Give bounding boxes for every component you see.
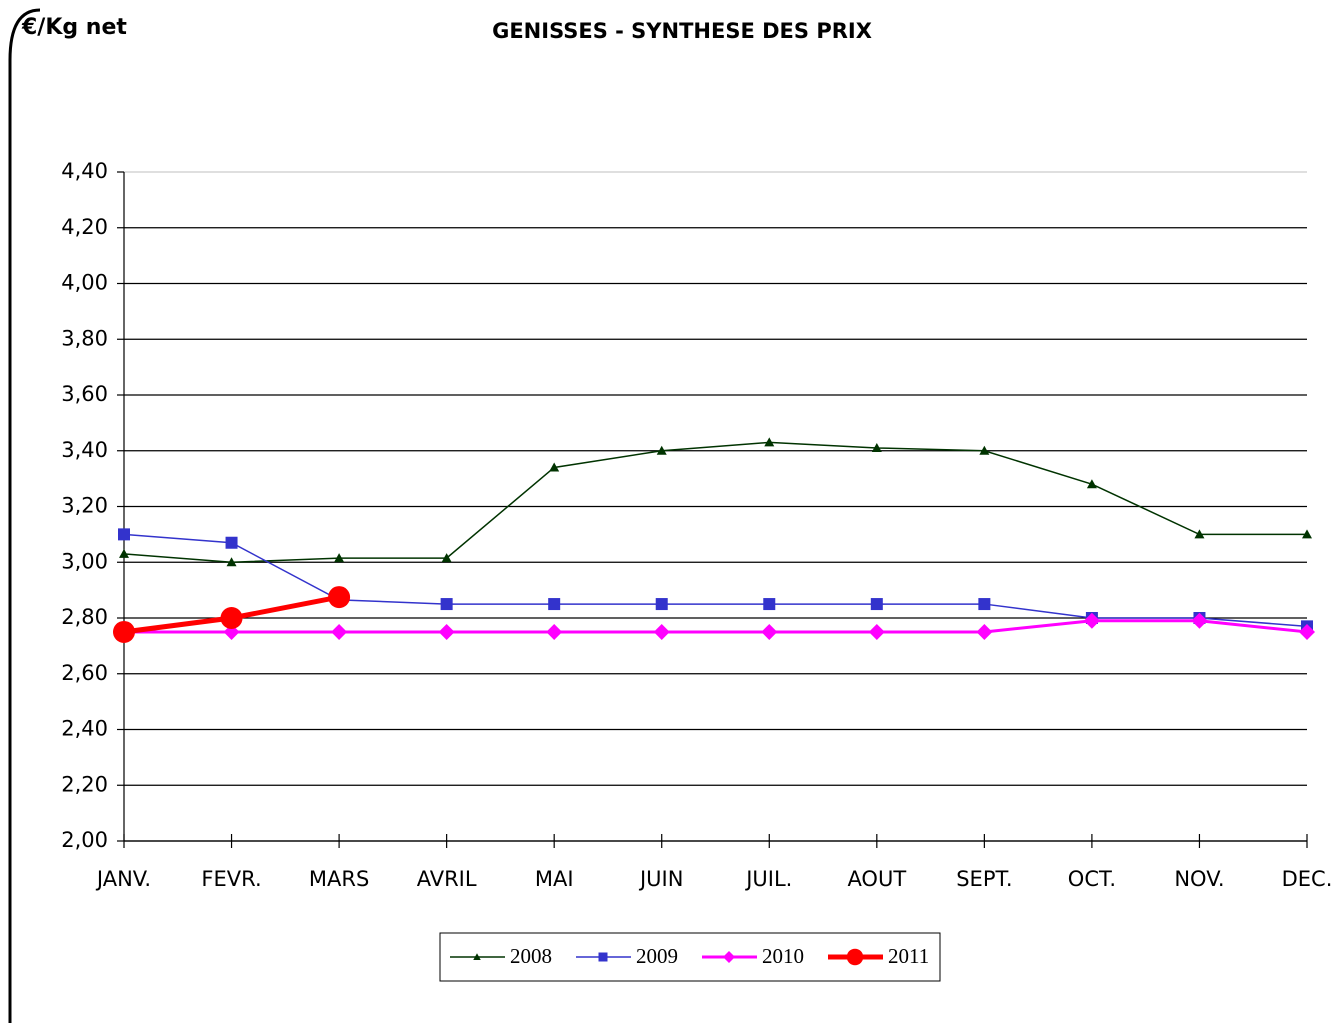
y-axis-label: €/Kg net: [21, 15, 127, 40]
data-point: [113, 620, 135, 643]
frame: [8, 8, 41, 1023]
data-point: [548, 598, 561, 611]
data-point: [118, 528, 130, 541]
data-point: [871, 442, 882, 452]
data-point: [549, 462, 560, 472]
data-point: [334, 553, 345, 563]
series-line: [123, 533, 1308, 628]
data-point: [438, 623, 455, 640]
y-tick-label: 3,00: [61, 549, 108, 573]
data-point: [979, 445, 990, 455]
legend-marker: [723, 951, 735, 963]
data-point: [331, 623, 348, 640]
y-tick-label: 3,80: [61, 326, 108, 350]
data-point: [764, 437, 775, 447]
data-point: [976, 623, 993, 640]
y-tick-label: 2,60: [61, 661, 108, 685]
y-tick-label: 4,00: [61, 271, 108, 295]
y-tick-label: 4,40: [61, 159, 108, 183]
data-point: [868, 623, 885, 640]
y-tick-label: 2,40: [61, 717, 108, 741]
data-point: [763, 598, 776, 611]
x-tick-label: NOV.: [1174, 867, 1224, 891]
data-point: [546, 623, 563, 640]
series-line: [124, 619, 1308, 634]
data-point: [870, 598, 883, 611]
x-tick-label: JANV.: [95, 867, 151, 891]
data-point: [653, 623, 670, 640]
legend-marker: [846, 948, 864, 966]
x-tick-label: AVRIL: [417, 867, 477, 891]
data-point: [440, 598, 453, 611]
legend-label: 2011: [888, 944, 929, 968]
legend-label: 2010: [762, 944, 804, 968]
data-point: [655, 598, 668, 611]
data-point: [978, 598, 991, 611]
y-tick-label: 3,20: [61, 494, 108, 518]
data-point: [328, 586, 351, 609]
data-point: [761, 623, 778, 640]
data-point: [119, 548, 129, 558]
data-point: [225, 536, 238, 549]
data-point: [441, 553, 452, 563]
data-point: [226, 557, 237, 567]
data-point: [220, 607, 243, 629]
x-tick-label: SEPT.: [956, 867, 1012, 891]
x-tick-label: JUIL.: [744, 867, 792, 891]
y-tick-label: 2,00: [61, 828, 108, 852]
data-point: [1083, 612, 1100, 629]
chart-title: GENISSES - SYNTHESE DES PRIX: [492, 19, 872, 43]
y-tick-label: 3,40: [61, 438, 108, 462]
data-point: [1086, 479, 1097, 489]
legend-marker: [473, 953, 481, 960]
series-line: [123, 441, 1307, 564]
data-point: [1194, 529, 1205, 539]
data-point: [1302, 529, 1312, 539]
x-tick-label: DEC.: [1282, 867, 1333, 891]
x-tick-label: MARS: [309, 867, 369, 891]
y-tick-label: 2,80: [61, 605, 108, 629]
x-tick-label: FEVR.: [201, 867, 261, 891]
legend-marker: [598, 952, 608, 962]
y-tick-label: 3,60: [61, 382, 108, 406]
data-point: [656, 445, 667, 455]
y-tick-label: 4,20: [61, 215, 108, 239]
x-tick-label: JUIN: [638, 867, 683, 891]
legend-label: 2009: [636, 944, 678, 968]
data-point: [1191, 612, 1208, 629]
y-tick-label: 2,20: [61, 772, 108, 796]
x-tick-label: AOUT: [847, 867, 906, 891]
legend-label: 2008: [510, 944, 552, 968]
data-point: [1299, 623, 1315, 640]
x-tick-label: OCT.: [1068, 867, 1116, 891]
x-tick-label: MAI: [535, 867, 574, 891]
